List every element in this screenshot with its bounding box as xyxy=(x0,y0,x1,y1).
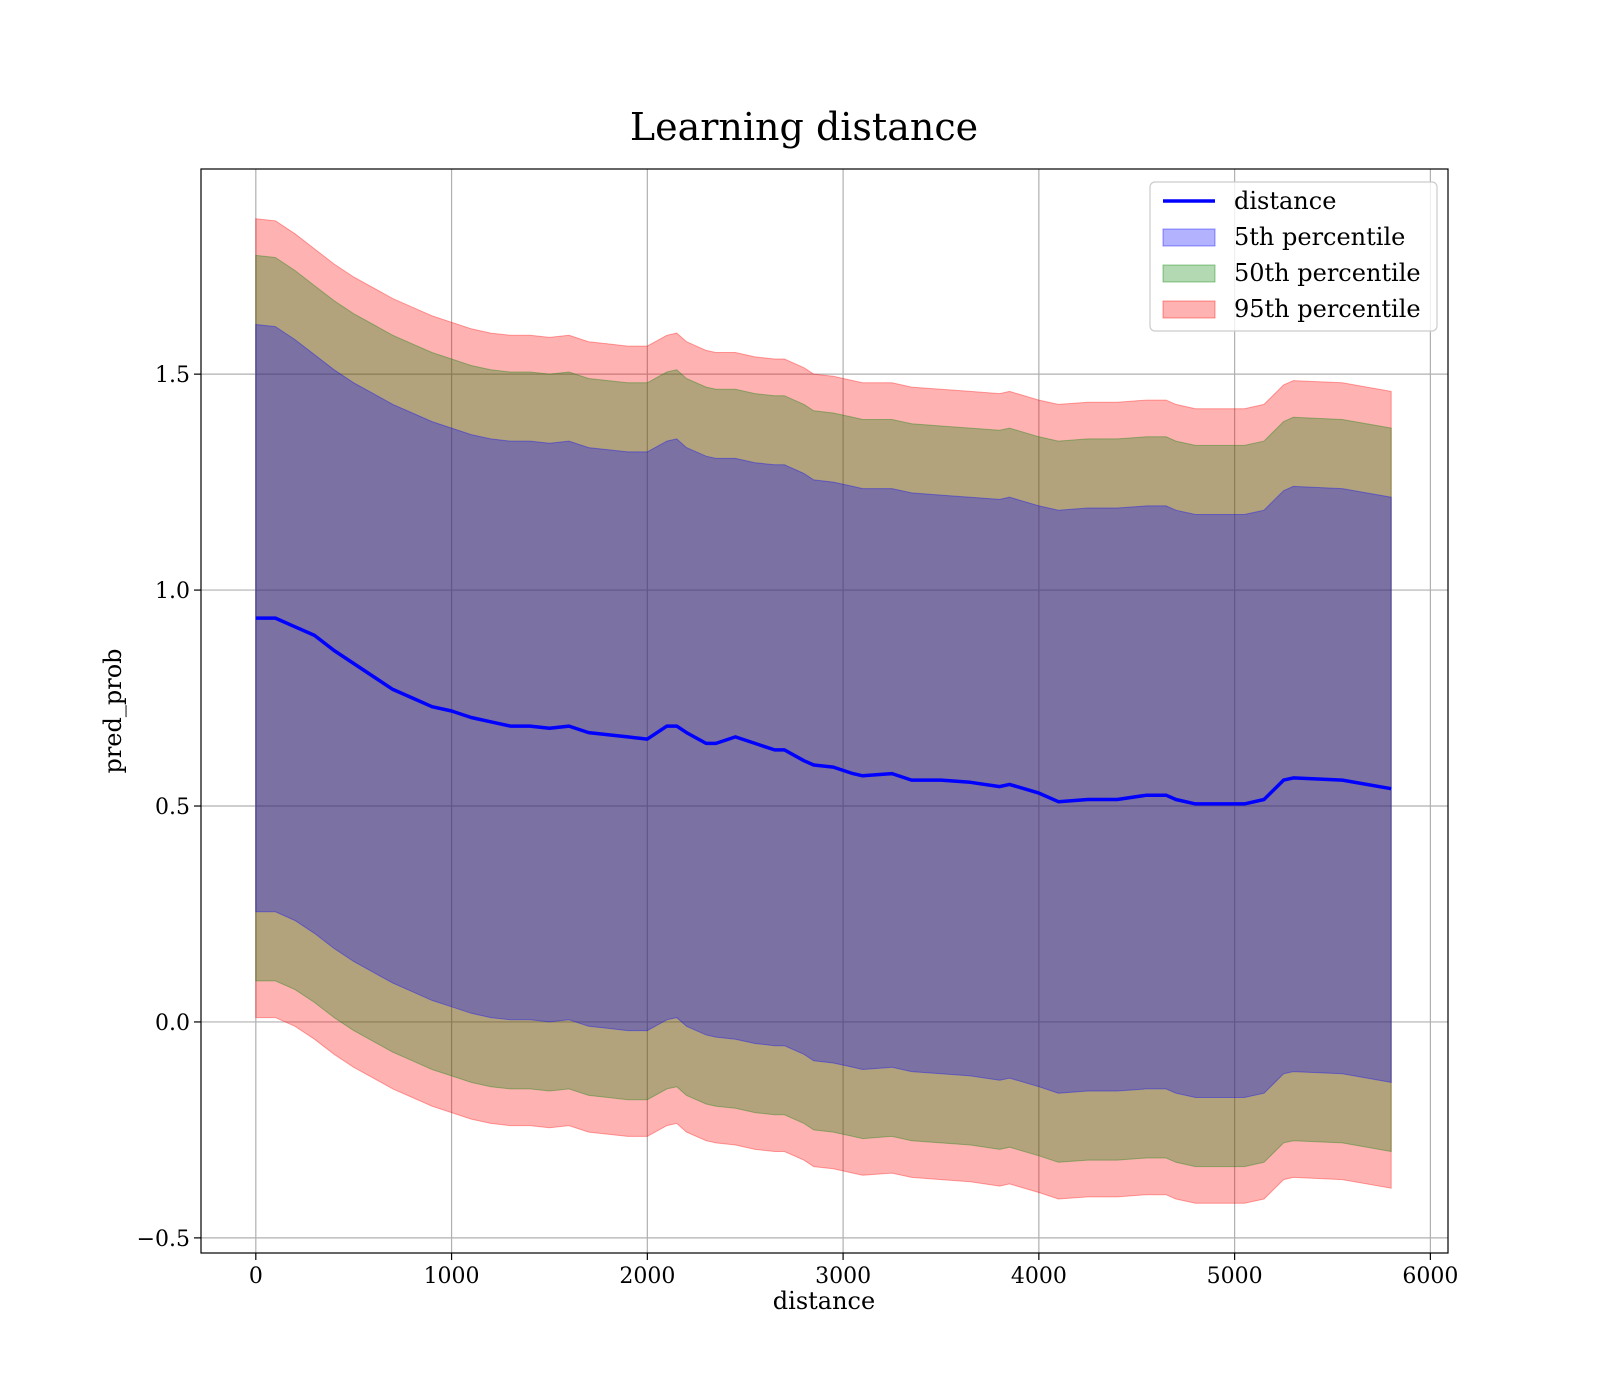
plot-frame xyxy=(200,168,1449,1254)
chart-title: Learning distance xyxy=(630,105,978,149)
band-95th-percentile xyxy=(255,218,1392,1204)
y-tick-label: 1.5 xyxy=(155,363,190,388)
x-tick-label: 5000 xyxy=(1207,1264,1263,1289)
y-tick-label: 1.0 xyxy=(155,579,190,604)
legend-items: distance 5th percentile 50th percentile 95t… xyxy=(1162,187,1421,323)
x-tick-label: 4000 xyxy=(1011,1264,1067,1289)
legend-swatch-band xyxy=(1162,228,1216,247)
legend-label: 5th percentile xyxy=(1234,223,1405,251)
x-tick-label: 6000 xyxy=(1402,1264,1458,1289)
x-tick-label: 0 xyxy=(249,1264,263,1289)
band-5th-percentile xyxy=(255,323,1392,1098)
series-line-distance xyxy=(255,616,1392,806)
y-tick-label: −0.5 xyxy=(137,1227,190,1252)
legend-label: 95th percentile xyxy=(1234,295,1421,323)
y-axis-ticks: −0.5 0.0 0.5 1.0 1.5 xyxy=(137,363,201,1252)
legend: distance 5th percentile 50th percentile 95t… xyxy=(1149,181,1438,332)
x-axis-ticks: 0 1000 2000 3000 4000 5000 6000 xyxy=(249,1253,1458,1289)
legend-label: distance xyxy=(1234,187,1336,215)
y-axis-label: pred_prob xyxy=(99,648,127,773)
band-layer xyxy=(255,218,1392,1204)
line-layer xyxy=(255,616,1392,806)
x-tick-label: 1000 xyxy=(424,1264,480,1289)
x-tick-label: 2000 xyxy=(619,1264,675,1289)
x-tick-label: 3000 xyxy=(815,1264,871,1289)
legend-label: 50th percentile xyxy=(1234,259,1421,287)
band-50th-percentile xyxy=(255,254,1392,1168)
legend-swatch-band xyxy=(1162,264,1216,283)
y-tick-label: 0.5 xyxy=(155,795,190,820)
legend-swatch-band xyxy=(1162,300,1216,319)
x-axis-label: distance xyxy=(773,1287,875,1315)
y-tick-label: 0.0 xyxy=(155,1011,190,1036)
legend-box xyxy=(1149,181,1438,332)
